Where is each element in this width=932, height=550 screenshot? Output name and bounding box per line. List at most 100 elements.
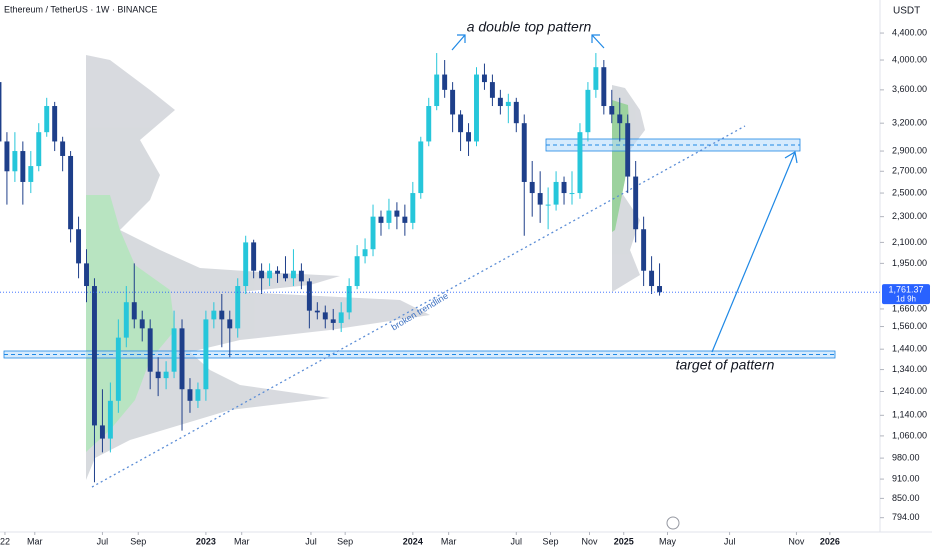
candle-body (569, 193, 575, 195)
candle-body (219, 310, 225, 320)
candle-body (346, 286, 352, 313)
candle-body (20, 151, 26, 182)
annotation: a double top pattern (467, 19, 592, 35)
candle-body (585, 89, 591, 133)
candle-body (649, 270, 655, 287)
candle-body (139, 319, 145, 329)
currency-label: USDT (893, 6, 920, 17)
candle-body (107, 400, 113, 439)
y-tick-label: 910.00 (892, 473, 920, 483)
candles (0, 53, 663, 483)
x-tick-label: Jul (724, 536, 736, 546)
candle-body (68, 155, 74, 230)
candle-body (187, 389, 193, 401)
x-tick-label: Nov (581, 536, 598, 546)
candle-body (211, 310, 217, 320)
candle-body (481, 74, 487, 83)
x-tick-label: Nov (788, 536, 805, 546)
arrow-head (591, 34, 600, 43)
y-tick-label: 850.00 (892, 493, 920, 503)
candle-body (370, 216, 376, 250)
y-tick-label: 1,440.00 (892, 344, 927, 354)
candle-body (561, 181, 567, 194)
x-tick-label: 2025 (614, 536, 634, 546)
candle-body (306, 281, 312, 311)
candle-body (76, 229, 82, 264)
candle-body (52, 106, 58, 142)
candle-body (243, 242, 249, 287)
candle-body (251, 242, 257, 271)
y-tick-label: 2,100.00 (892, 237, 927, 247)
y-tick-label: 4,400.00 (892, 27, 927, 37)
x-tick-label: Mar (234, 536, 250, 546)
candle-body (179, 328, 185, 390)
candle-body (489, 82, 495, 98)
candle-body (601, 67, 607, 107)
candle-body (298, 270, 304, 282)
candle-body (275, 270, 280, 274)
candle-body (394, 210, 400, 217)
candle-body (92, 286, 97, 426)
replay-icon[interactable] (666, 516, 680, 530)
candle-body (577, 132, 583, 194)
candle-body (259, 270, 265, 279)
candle-body (474, 74, 479, 142)
x-tick-label: 2023 (196, 536, 216, 546)
candle-body (314, 310, 320, 313)
annotation: target of pattern (676, 357, 775, 373)
y-tick-label: 4,000.00 (892, 54, 927, 64)
candle-body (513, 101, 519, 124)
candle-body (171, 328, 177, 372)
candle-body (458, 114, 464, 133)
candle-body (227, 319, 233, 329)
x-tick-label: 2024 (403, 536, 423, 546)
candle-body (267, 270, 273, 279)
candle-body (545, 204, 551, 206)
candle-body (641, 229, 647, 271)
x-tick-label: Jul (305, 536, 317, 546)
last-price-box (882, 284, 930, 305)
x-tick-label: Jul (97, 536, 109, 546)
y-tick-label: 2,700.00 (892, 166, 927, 176)
y-tick-label: 1,660.00 (892, 303, 927, 313)
arrow (711, 151, 796, 353)
candle-body (203, 319, 209, 390)
candle-body (402, 216, 408, 223)
candle-body (338, 312, 344, 323)
candle-body (12, 151, 18, 172)
candle-body (4, 141, 10, 172)
x-tick-label: Sep (130, 536, 146, 546)
y-tick-label: 1,560.00 (892, 321, 927, 331)
candle-body (36, 132, 42, 167)
candle-body (28, 166, 34, 182)
candle-body (386, 210, 392, 223)
arrow (591, 34, 605, 49)
arrow (451, 34, 466, 51)
candle-body (537, 193, 543, 205)
candle-body (123, 302, 129, 338)
candle-body (84, 263, 89, 287)
candle-body (410, 193, 416, 223)
candle-body (442, 74, 448, 90)
arrow-head (457, 34, 466, 43)
y-tick-label: 1,060.00 (892, 430, 927, 440)
candle-body (521, 123, 527, 182)
candle-body (322, 312, 328, 320)
value-area-shape (86, 195, 175, 452)
candle-body (505, 101, 511, 107)
candle-body (617, 114, 623, 124)
y-tick-label: 3,200.00 (892, 118, 927, 128)
candle-body (529, 181, 535, 194)
candle-body (0, 82, 2, 142)
x-tick-label: Mar (27, 536, 43, 546)
y-tick-label: 2,500.00 (892, 187, 927, 197)
candle-body (131, 302, 137, 320)
x-tick-label: 2026 (820, 536, 840, 546)
candle-body (378, 216, 384, 223)
candle-body (426, 106, 432, 142)
candle-body (362, 249, 368, 257)
last-price-label: 1,761.37 (888, 285, 923, 295)
candle-body (633, 176, 639, 230)
y-tick-label: 3,600.00 (892, 84, 927, 94)
candle-body (434, 74, 440, 107)
